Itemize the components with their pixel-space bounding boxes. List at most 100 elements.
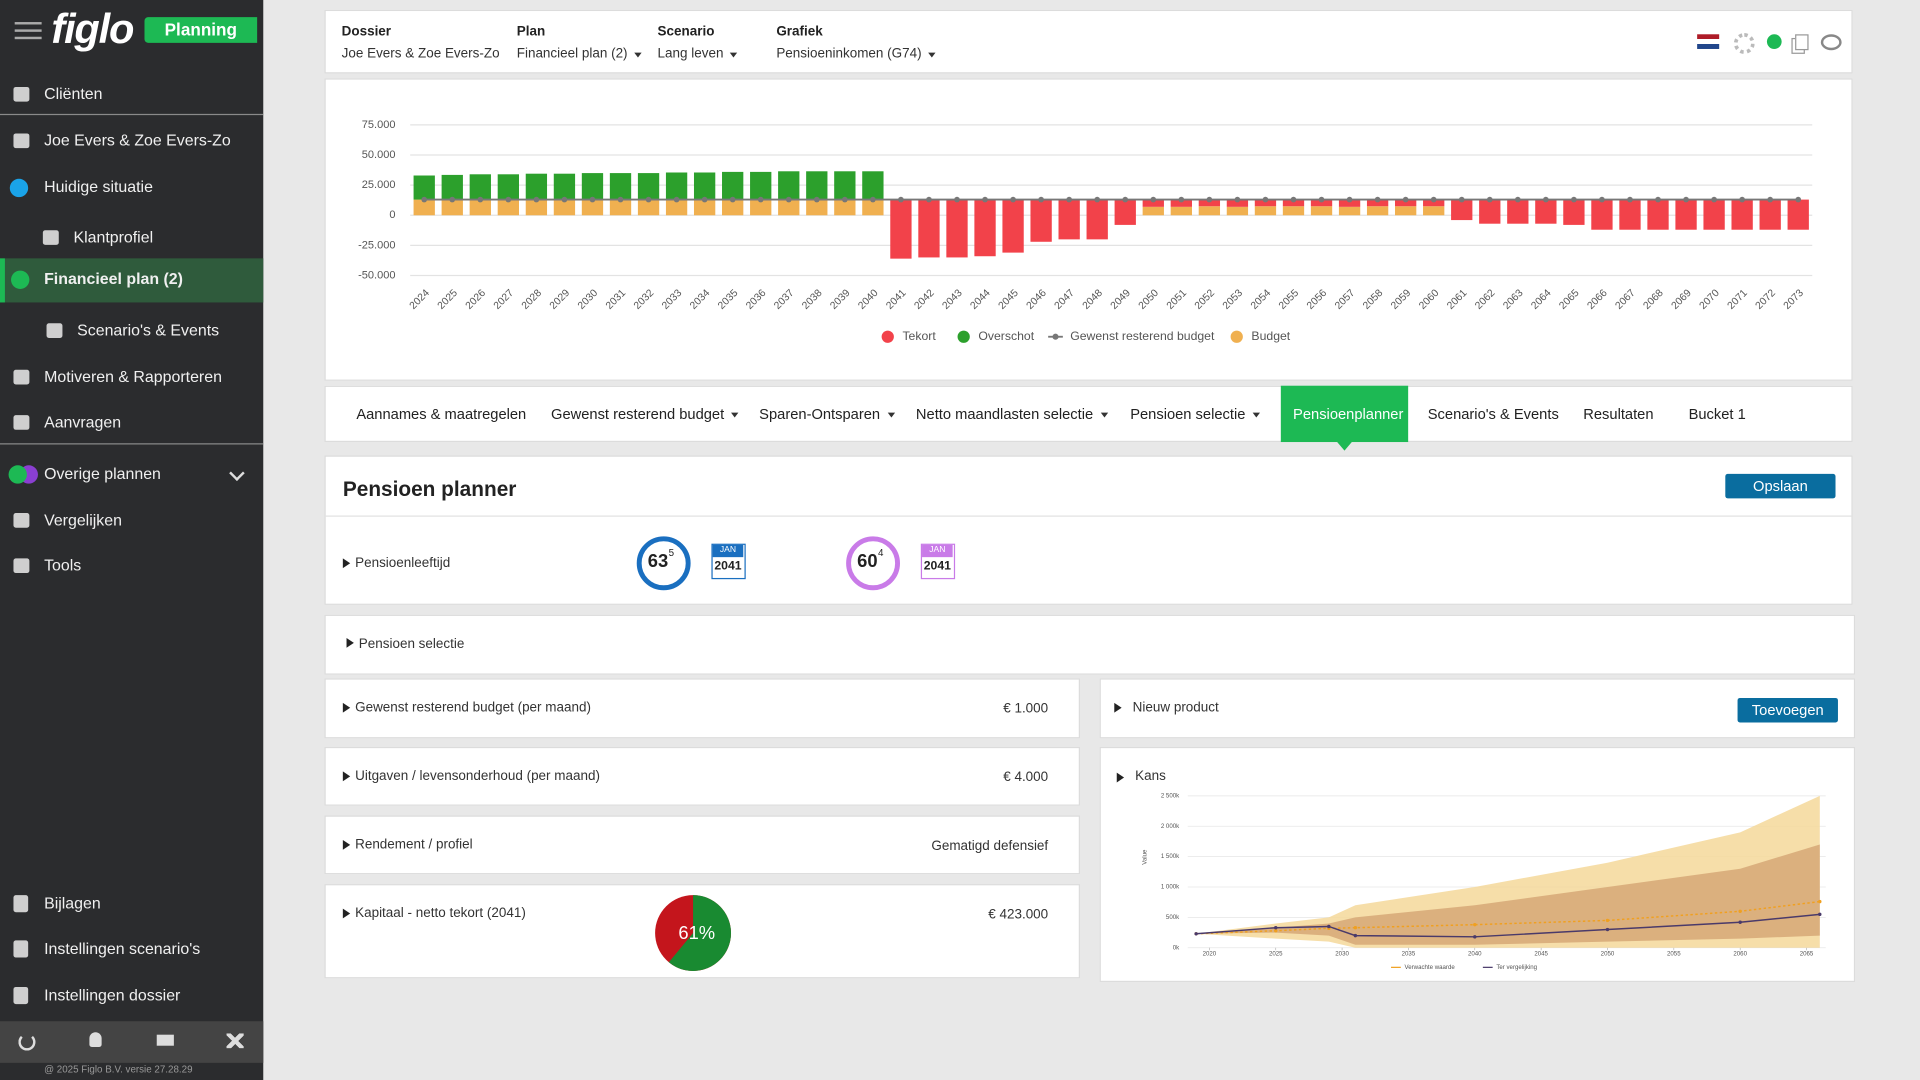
bar [918, 199, 940, 258]
row-label[interactable]: Gewenst resterend budget (per maand) [355, 700, 591, 716]
menu-item[interactable]: Cliënten [44, 84, 103, 103]
expand-arrow[interactable] [346, 637, 354, 648]
menu-icon [13, 133, 30, 149]
legend-marker [957, 330, 970, 343]
bottom-bar [0, 1021, 264, 1063]
bar [609, 199, 632, 216]
x-tick-label: 2065 [1800, 950, 1814, 957]
tab[interactable]: Netto maandlasten selectie [915, 405, 1094, 423]
y-tick-label: 75.000 [362, 119, 396, 131]
expand-arrow[interactable] [342, 908, 351, 919]
field-value[interactable]: Financieel plan (2) [516, 46, 628, 62]
bar [1142, 199, 1164, 207]
line-dot [870, 196, 876, 203]
divider [325, 515, 1852, 517]
x-tick-label: 2055 [1667, 950, 1681, 957]
settings-icon[interactable] [1733, 33, 1755, 54]
x-tick-label: 2071 [1726, 288, 1750, 312]
tab[interactable]: Gewenst resterend budget [551, 405, 725, 423]
line-dot [757, 196, 764, 203]
line-dot [1353, 925, 1358, 930]
x-tick-label: 2073 [1782, 288, 1806, 312]
expand-arrow[interactable] [342, 702, 351, 713]
row-label[interactable]: Rendement / profiel [355, 837, 473, 853]
menu-item[interactable]: Instellingen dossier [44, 985, 181, 1005]
expand-arrow[interactable] [342, 840, 351, 850]
row-label[interactable]: Uitgaven / levensonderhoud (per maand) [355, 768, 600, 784]
user-icon[interactable] [89, 1032, 102, 1047]
eye-icon[interactable] [1820, 34, 1842, 51]
menu-item[interactable]: Bijlagen [44, 893, 101, 913]
expand-arrow[interactable] [342, 771, 351, 782]
tab[interactable]: Sparen-Ontsparen [759, 405, 881, 423]
line-dot [505, 196, 512, 203]
menu-item[interactable]: Scenario's & Events [77, 320, 220, 340]
menu-item[interactable]: Vergelijken [44, 510, 122, 529]
dropdown-caret [731, 412, 739, 418]
menu-item[interactable]: Overige plannen [44, 464, 161, 483]
tab[interactable]: Scenario's & Events [1427, 405, 1559, 423]
save-button[interactable]: Opslaan [1725, 473, 1836, 499]
mail-icon[interactable] [156, 1034, 174, 1046]
bar [469, 174, 491, 200]
calendar-year: 2041 [714, 559, 742, 574]
menu-item[interactable]: Financieel plan (2) [44, 269, 183, 288]
tab[interactable]: Resultaten [1583, 405, 1654, 423]
tab[interactable]: Pensioenplanner [1293, 405, 1404, 423]
row-label[interactable]: Pensioenleeftijd [355, 555, 451, 571]
pie-slice [668, 895, 732, 972]
bar [497, 199, 520, 216]
x-tick-label: 2048 [1081, 288, 1105, 312]
menu-icon [13, 86, 30, 102]
menu-item[interactable]: Tools [44, 555, 82, 575]
menu-item[interactable]: Aanvragen [44, 412, 122, 432]
bar [469, 199, 491, 216]
bar [1619, 199, 1641, 230]
bar [834, 171, 856, 200]
x-tick-label: 2051 [1165, 288, 1189, 312]
tools-icon[interactable] [226, 1033, 244, 1049]
bar [1198, 206, 1221, 216]
bar [1731, 199, 1753, 230]
tab[interactable]: Aannames & maatregelen [356, 405, 527, 423]
expand-arrow[interactable] [342, 558, 351, 569]
tab[interactable]: Bucket 1 [1688, 405, 1746, 423]
expand-arrow[interactable] [1114, 702, 1122, 713]
bar [1366, 206, 1389, 216]
active-stripe [0, 258, 5, 303]
menu-icon [13, 558, 30, 574]
copy-icon[interactable] [1795, 34, 1809, 51]
line-dot [1605, 927, 1610, 932]
line-dot [729, 196, 736, 203]
field-value: Joe Evers & Zoe Evers-Zo [341, 46, 500, 62]
flag[interactable] [1697, 34, 1720, 49]
legend-marker [1230, 330, 1243, 343]
power-icon[interactable] [18, 1033, 36, 1051]
row-label[interactable]: Kapitaal - netto tekort (2041) [355, 906, 526, 921]
calendar-month: JAN [922, 544, 953, 558]
menu-item[interactable]: Instellingen scenario's [44, 939, 201, 958]
field-value[interactable]: Lang leven [657, 46, 724, 62]
tab[interactable]: Pensioen selectie [1130, 405, 1246, 423]
x-tick-label: 2066 [1586, 288, 1610, 312]
field-value[interactable]: Pensioeninkomen (G74) [776, 46, 922, 62]
menu-item[interactable]: Motiveren & Rapporteren [44, 367, 222, 386]
bar [1675, 199, 1697, 230]
menu-item[interactable]: Huidige situatie [44, 177, 153, 196]
bar [1451, 199, 1473, 221]
legend-marker [881, 330, 894, 343]
bar [441, 199, 463, 216]
x-tick-label: 2069 [1670, 288, 1694, 312]
row-label[interactable]: Nieuw product [1132, 700, 1219, 716]
add-button[interactable]: Toevoegen [1737, 697, 1838, 723]
menu-item[interactable]: Joe Evers & Zoe Evers-Zo [44, 131, 231, 150]
planner-row: Rendement / profiel Gematigd defensief [324, 815, 1081, 875]
menu-item[interactable]: Klantprofiel [73, 227, 154, 247]
legend-label: Gewenst resterend budget [1070, 329, 1215, 343]
expand-arrow[interactable] [1116, 772, 1125, 783]
bar [1423, 206, 1445, 216]
x-tick-label: 2026 [464, 288, 488, 312]
row-label[interactable]: Pensioen selectie [358, 636, 465, 652]
hamburger[interactable] [14, 22, 42, 25]
